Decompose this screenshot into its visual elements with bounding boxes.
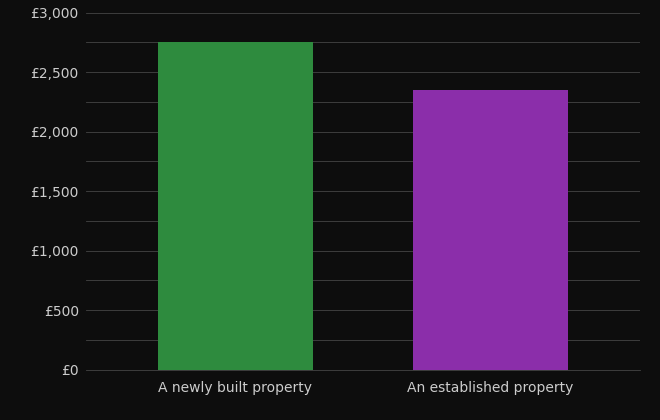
Bar bbox=[158, 42, 313, 370]
Bar bbox=[413, 90, 568, 370]
